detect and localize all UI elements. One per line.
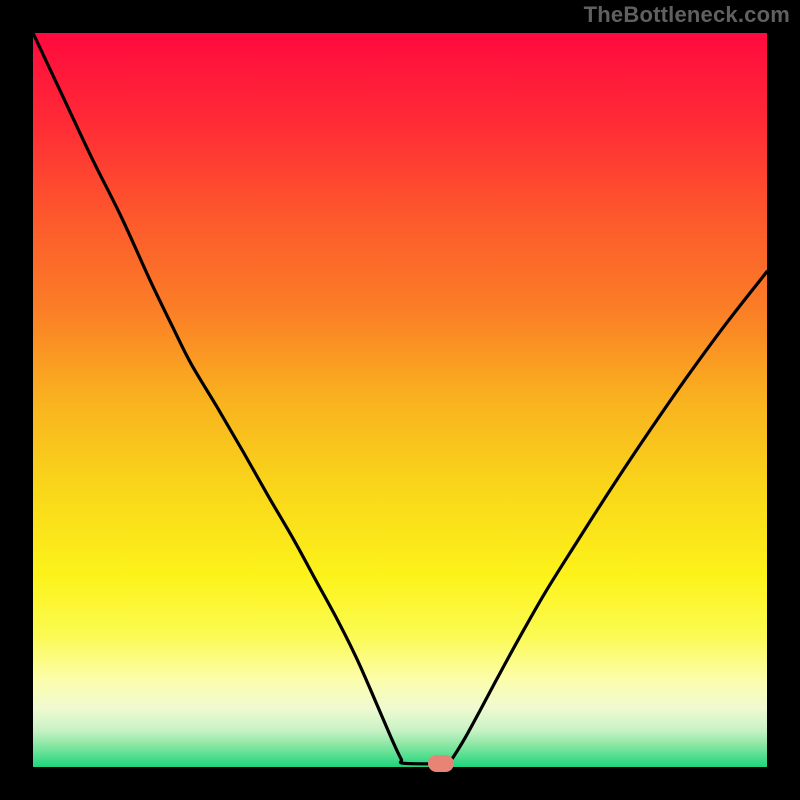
chart-plot [33,33,767,767]
watermark-text: TheBottleneck.com [584,2,790,28]
optimum-marker [428,755,454,772]
plot-background [33,33,767,767]
chart-frame: TheBottleneck.com [0,0,800,800]
